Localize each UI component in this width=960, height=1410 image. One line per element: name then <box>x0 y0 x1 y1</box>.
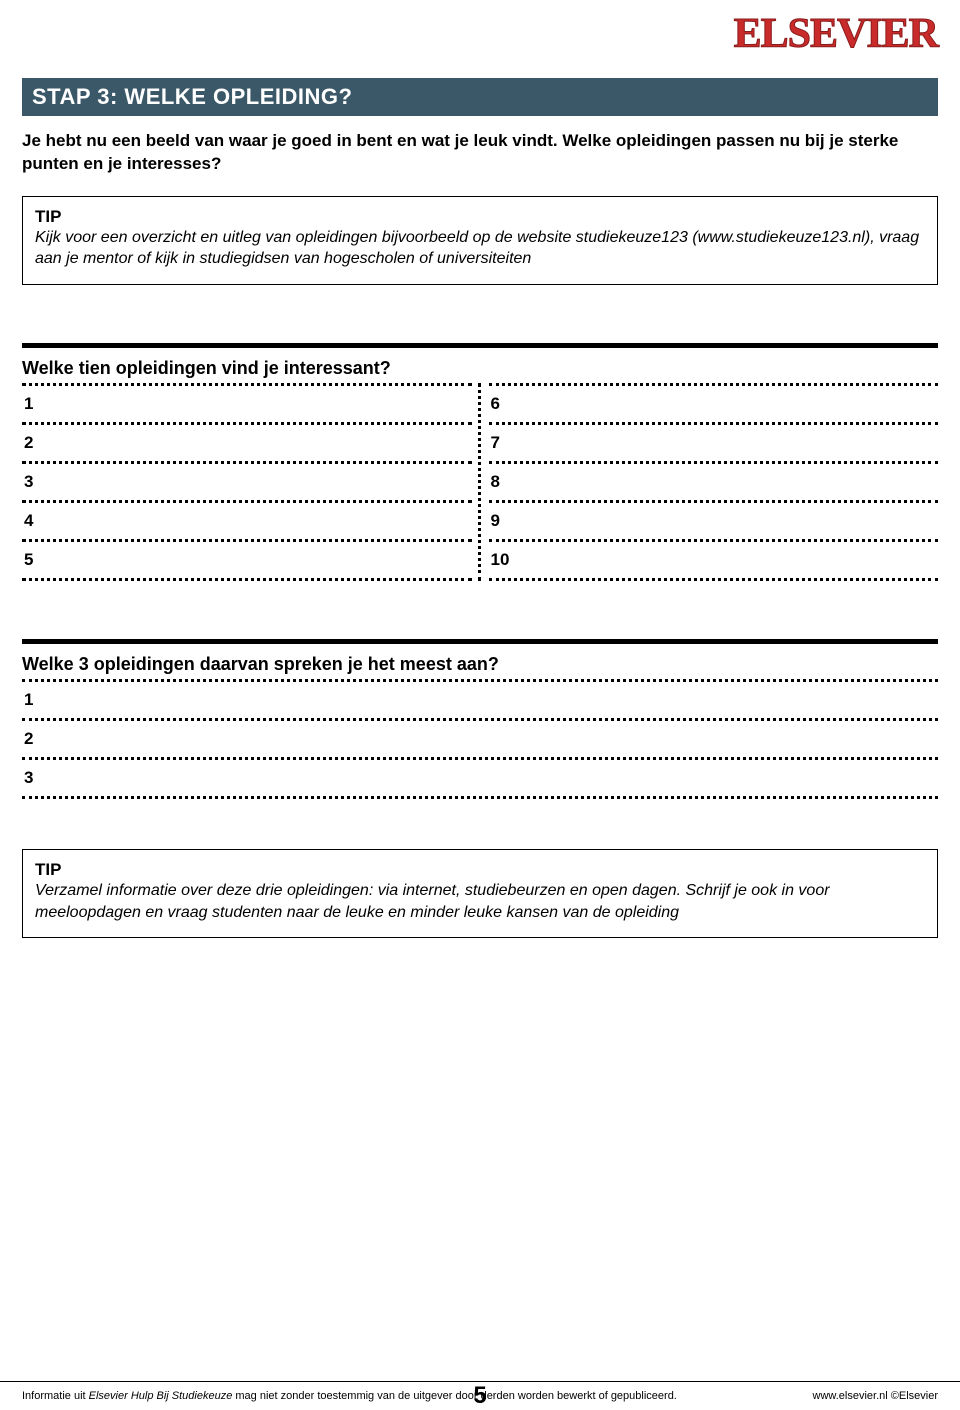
list-item[interactable]: 7 <box>489 422 939 464</box>
list-item[interactable]: 3 <box>22 757 938 799</box>
tip-label: TIP <box>35 860 925 880</box>
tip-box-1: TIP Kijk voor een overzicht en uitleg va… <box>22 196 938 285</box>
elsevier-logo: ELSEVIER <box>734 10 938 58</box>
list-item[interactable]: 3 <box>22 461 472 503</box>
tip-label: TIP <box>35 207 925 227</box>
list-item[interactable]: 6 <box>489 383 939 425</box>
page-number: 5 <box>0 1382 960 1410</box>
ten-opleidingen-grid: 1 2 3 4 5 6 7 8 9 10 <box>22 383 938 581</box>
page: ELSEVIER STAP 3: WELKE OPLEIDING? Je heb… <box>0 0 960 1408</box>
question-2-heading: Welke 3 opleidingen daarvan spreken je h… <box>22 654 938 675</box>
list-item[interactable]: 9 <box>489 500 939 542</box>
intro-text: Je hebt nu een beeld van waar je goed in… <box>22 130 938 176</box>
divider-bar <box>22 639 938 644</box>
question-1-heading: Welke tien opleidingen vind je interessa… <box>22 358 938 379</box>
list-item[interactable]: 4 <box>22 500 472 542</box>
list-item[interactable]: 10 <box>489 539 939 581</box>
list-item[interactable]: 8 <box>489 461 939 503</box>
tip-text: Kijk voor een overzicht en uitleg van op… <box>35 227 925 270</box>
list-item[interactable]: 2 <box>22 422 472 464</box>
content-area: STAP 3: WELKE OPLEIDING? Je hebt nu een … <box>0 0 960 938</box>
list-item[interactable]: 1 <box>22 679 938 721</box>
right-column: 6 7 8 9 10 <box>478 383 939 581</box>
tip-box-2: TIP Verzamel informatie over deze drie o… <box>22 849 938 938</box>
tip-text: Verzamel informatie over deze drie oplei… <box>35 880 925 923</box>
three-opleidingen-list: 1 2 3 <box>22 679 938 799</box>
left-column: 1 2 3 4 5 <box>22 383 472 581</box>
step-heading-bar: STAP 3: WELKE OPLEIDING? <box>22 78 938 116</box>
list-item[interactable]: 5 <box>22 539 472 581</box>
list-item[interactable]: 1 <box>22 383 472 425</box>
list-item[interactable]: 2 <box>22 718 938 760</box>
divider-bar <box>22 343 938 348</box>
